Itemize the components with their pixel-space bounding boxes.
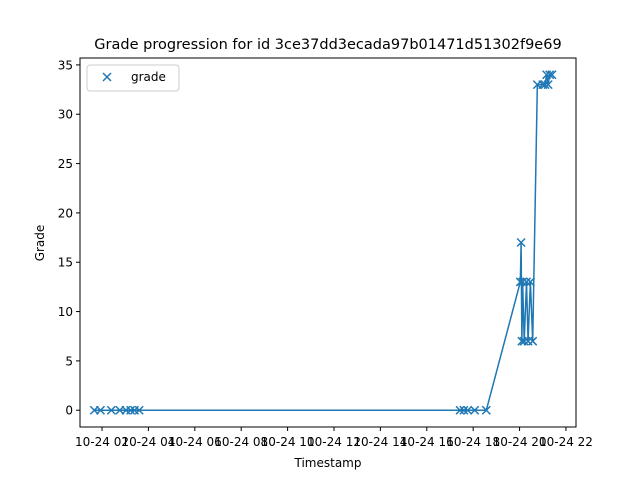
data-point-marker bbox=[481, 405, 491, 415]
data-point-marker bbox=[516, 237, 526, 248]
data-point-marker bbox=[540, 80, 550, 90]
x-tick-label: 10-24 06 bbox=[168, 435, 222, 449]
data-point-marker bbox=[470, 405, 480, 415]
data-point-marker bbox=[519, 336, 529, 346]
x-tick-label: 10-24 18 bbox=[446, 435, 500, 449]
plot-area bbox=[89, 70, 557, 415]
y-tick-label: 15 bbox=[58, 256, 73, 270]
x-tick-label: 10-24 16 bbox=[400, 435, 454, 449]
x-tick-label: 10-24 02 bbox=[75, 435, 129, 449]
y-tick-label: 30 bbox=[58, 108, 73, 122]
data-point-marker bbox=[545, 70, 555, 80]
legend-label-grade: grade bbox=[131, 70, 166, 84]
y-tick-label: 35 bbox=[58, 58, 73, 72]
x-tick-label: 10-24 10 bbox=[261, 435, 315, 449]
y-tick-label: 5 bbox=[65, 354, 73, 368]
chart-title: Grade progression for id 3ce37dd3ecada97… bbox=[94, 37, 561, 53]
y-tick-label: 20 bbox=[58, 206, 73, 220]
plot-frame bbox=[79, 57, 577, 428]
data-point-marker bbox=[126, 405, 136, 415]
x-tick-label: 10-24 14 bbox=[353, 435, 407, 449]
data-point-marker bbox=[463, 405, 473, 415]
x-tick-label: 10-24 04 bbox=[121, 435, 175, 449]
legend-x-glyph bbox=[102, 72, 112, 82]
data-point-marker bbox=[521, 277, 532, 287]
legend-box bbox=[86, 64, 180, 92]
data-point-marker bbox=[95, 405, 106, 415]
legend: grade bbox=[86, 64, 180, 92]
data-point-marker bbox=[547, 70, 557, 80]
x-tick-label: 10-24 20 bbox=[493, 435, 547, 449]
x-axis-label: Timestamp bbox=[294, 456, 362, 470]
data-point-marker bbox=[134, 405, 144, 415]
data-point-marker bbox=[525, 277, 535, 287]
y-axis-label: Grade bbox=[33, 225, 47, 262]
y-tick-label: 10 bbox=[58, 305, 73, 319]
data-point-marker bbox=[543, 80, 553, 90]
y-axis: 0 5 10 15 20 25 30 35 bbox=[58, 58, 80, 418]
data-point-marker bbox=[528, 336, 538, 346]
y-tick-label: 25 bbox=[58, 157, 73, 171]
data-point-marker bbox=[455, 405, 465, 415]
x-tick-label: 10-24 22 bbox=[539, 435, 593, 449]
data-point-marker bbox=[518, 277, 528, 287]
series-line-grade bbox=[94, 74, 553, 411]
y-tick-label: 0 bbox=[65, 404, 73, 418]
data-point-marker bbox=[106, 405, 116, 415]
x-tick-label: 10-24 12 bbox=[307, 435, 361, 449]
x-tick-label: 10-24 08 bbox=[214, 435, 268, 449]
data-point-marker bbox=[459, 405, 469, 415]
legend-marker-x-icon bbox=[102, 72, 112, 82]
